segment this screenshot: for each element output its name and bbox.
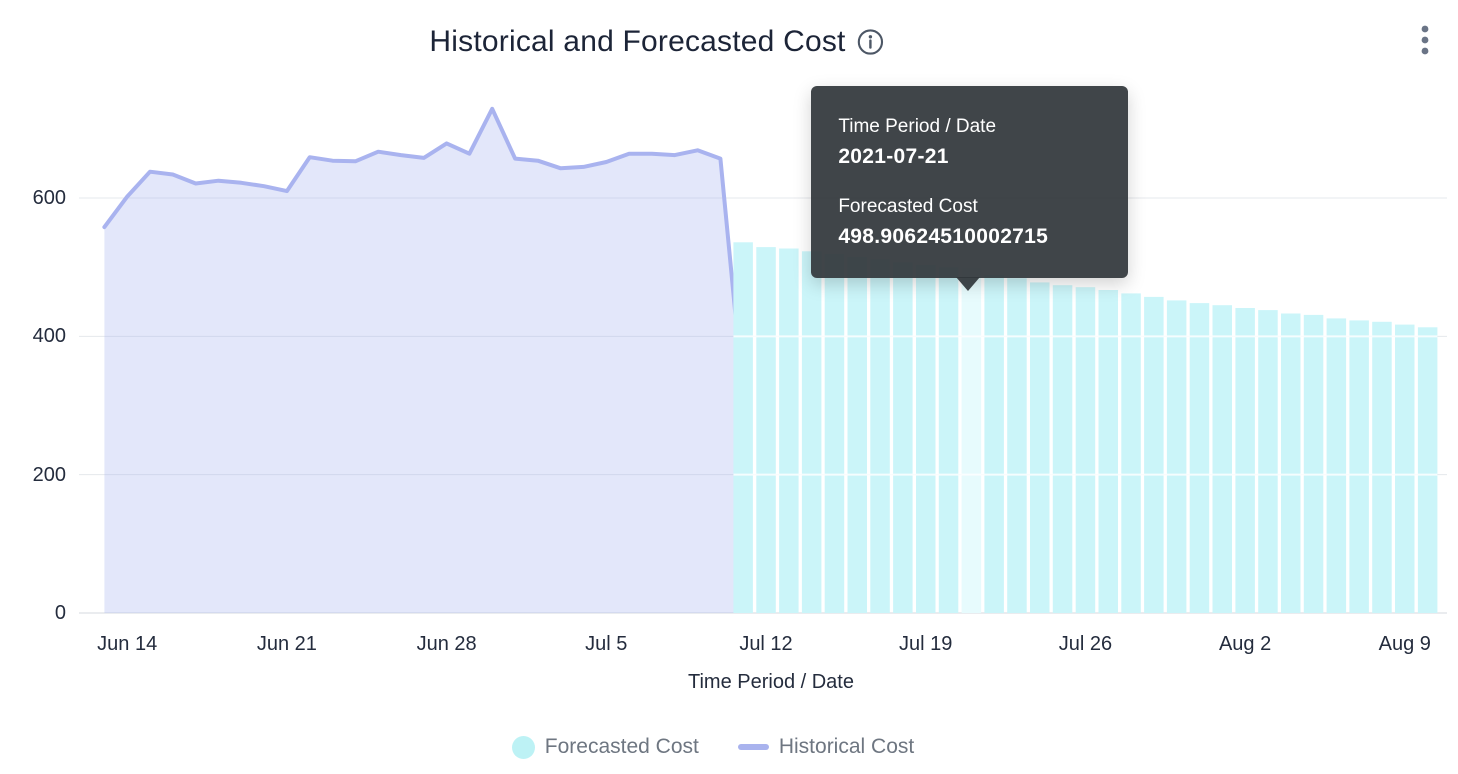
tooltip-value: 498.90624510002715 (838, 225, 1049, 248)
forecast-bar[interactable] (1098, 290, 1119, 613)
forecast-bar[interactable] (801, 251, 822, 614)
forecast-bar[interactable] (893, 262, 913, 613)
tooltip-row-date: Time Period / Date 2021-07-21 (838, 112, 1101, 172)
forecast-bar[interactable] (1303, 314, 1324, 613)
x-axis-title: Time Period / Date (688, 671, 854, 693)
forecast-bar[interactable] (1349, 320, 1369, 613)
forecast-bar[interactable] (1075, 287, 1096, 613)
x-tick-label: Jul 26 (1058, 633, 1113, 655)
chart-header: Historical and Forecasted Cost (429, 25, 884, 59)
forecast-bar[interactable] (824, 254, 845, 613)
forecast-bar[interactable] (1372, 321, 1392, 613)
forecast-bar[interactable] (870, 259, 890, 613)
chart-tooltip: Time Period / Date 2021-07-21 Forecasted… (811, 86, 1129, 291)
historical-cost-marker-icon (737, 744, 769, 750)
chart-title: Historical and Forecasted Cost (429, 25, 846, 58)
tooltip-label: Time Period / Date (838, 116, 997, 137)
y-tick-label: 400 (32, 325, 66, 348)
x-tick-label: Jul 12 (739, 633, 793, 655)
forecast-bar[interactable] (1212, 305, 1233, 613)
forecast-bar[interactable] (1258, 310, 1278, 613)
forecast-bar[interactable] (1007, 278, 1027, 613)
x-tick-label: Jun 14 (97, 633, 158, 655)
forecast-bar[interactable] (1235, 308, 1255, 613)
forecast-bar[interactable] (916, 265, 936, 613)
forecast-bar[interactable] (984, 274, 1004, 613)
legend-item-historical-cost[interactable]: Historical Cost (737, 735, 915, 759)
x-tick-label: Aug 9 (1378, 633, 1431, 655)
historical-cost-area[interactable] (104, 108, 744, 614)
forecast-bar[interactable] (847, 256, 868, 613)
x-tick-label: Jul 19 (899, 633, 953, 655)
y-tick-label: 200 (32, 463, 66, 486)
forecast-bar[interactable] (756, 247, 776, 613)
tooltip-value: 2021-07-21 (838, 145, 949, 168)
tooltip-arrow-icon (956, 277, 981, 291)
forecast-bar[interactable] (733, 242, 753, 614)
forecast-bar[interactable] (1144, 296, 1164, 613)
forecast-bar[interactable] (1189, 303, 1210, 613)
forecast-bar[interactable] (938, 267, 959, 613)
forecast-bar[interactable] (779, 248, 799, 614)
forecast-bar[interactable] (1052, 285, 1073, 613)
y-tick-label: 0 (54, 602, 66, 624)
legend-item-forecasted-cost[interactable]: Forecasted Cost (511, 735, 699, 759)
x-tick-label: Jun 21 (256, 633, 317, 655)
x-tick-label: Jul 5 (585, 633, 628, 655)
forecast-bar[interactable] (1121, 293, 1141, 613)
forecast-bar[interactable] (1166, 300, 1187, 613)
legend-label: Historical Cost (778, 735, 915, 758)
tooltip-row-forecast: Forecasted Cost 498.90624510002715 (838, 192, 1101, 252)
forecast-bar[interactable] (1417, 327, 1438, 613)
tooltip-label: Forecasted Cost (838, 196, 978, 217)
forecast-bar-highlighted[interactable] (961, 267, 982, 613)
forecast-bar[interactable] (1281, 313, 1301, 614)
forecast-bar[interactable] (1326, 318, 1347, 613)
historical-cost-line[interactable] (102, 106, 746, 398)
info-icon[interactable] (857, 28, 885, 56)
forecast-bar[interactable] (1395, 324, 1415, 613)
x-tick-label: Jun 28 (416, 633, 477, 655)
kebab-menu-button[interactable] (1412, 18, 1438, 64)
x-tick-label: Aug 2 (1218, 633, 1272, 655)
legend: Forecasted Cost Historical Cost (0, 735, 1442, 759)
y-tick-label: 600 (32, 187, 66, 209)
legend-label: Forecasted Cost (544, 735, 699, 758)
kebab-menu-icon (1421, 25, 1429, 55)
forecasted-cost-marker-icon (511, 735, 535, 759)
forecast-bar[interactable] (1030, 282, 1050, 613)
